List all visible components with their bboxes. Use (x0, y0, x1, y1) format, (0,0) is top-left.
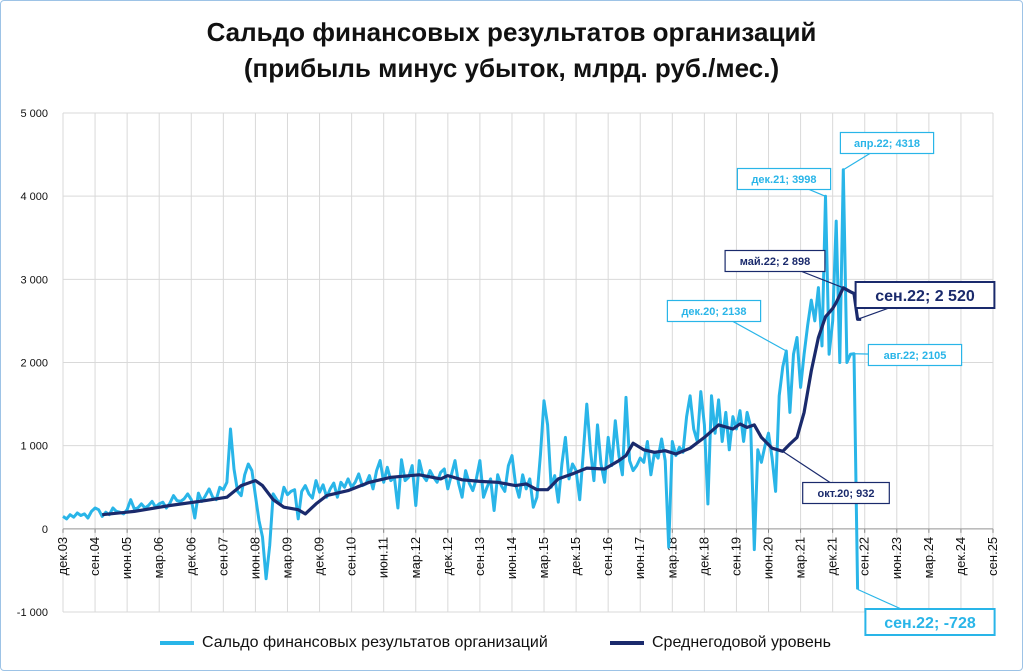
y-tick-label: 2 000 (20, 358, 48, 370)
y-tick-label: 4 000 (20, 191, 48, 203)
x-tick-label: июн.05 (119, 537, 134, 579)
gridlines (62, 112, 994, 613)
annotation-label: окт.20; 932 (817, 488, 874, 500)
x-tick-label: июн.23 (889, 537, 904, 579)
x-tick-label: июн.08 (247, 537, 262, 579)
y-tick-label: 0 (42, 524, 48, 536)
annotation-box (802, 481, 890, 505)
average-series-line (102, 286, 862, 517)
x-tick-label: дек.09 (312, 537, 327, 576)
legend-label-saldo: Сальдо финансовых результатов организаци… (202, 634, 548, 651)
x-tick-label: мар.06 (151, 537, 166, 578)
x-tick-label: сен.19 (728, 537, 743, 576)
annotation-label: сен.22; -728 (884, 615, 976, 632)
annotation-box (736, 167, 832, 191)
x-tick-label: дек.12 (440, 537, 455, 576)
x-tick-label: мар.18 (664, 537, 679, 578)
x-tick-label: сен.22 (857, 537, 872, 576)
annotation-box (867, 343, 963, 367)
annotation-box (854, 281, 996, 309)
annotation-label: авг.22; 2105 (884, 350, 947, 362)
annotation-label: сен.22; 2 520 (875, 288, 975, 305)
x-tick-label: сен.04 (87, 537, 102, 576)
annotation-box (864, 608, 996, 636)
annotation-box (839, 131, 935, 155)
annotations: дек.20; 2138 дек.21; 3998 апр.22; 4318 авг.… (666, 131, 996, 636)
legend-item-average: Среднегодовой уровень (610, 634, 831, 652)
chart-subtitle: (прибыль минус убыток, млрд. руб./мес.) (243, 53, 780, 83)
x-tick-label: июн.11 (376, 537, 391, 578)
chart-title-line1: Сальдо финансовых результатов организаци… (206, 17, 817, 47)
saldo-series-line (62, 168, 860, 590)
y-tick-label: 1 000 (20, 441, 48, 453)
x-tick-label: сен.07 (215, 537, 230, 576)
annotation-box (724, 249, 826, 273)
y-tick-label: -1 000 (17, 607, 48, 619)
x-tick-label: мар.21 (793, 537, 808, 578)
legend-swatch-average (610, 641, 644, 645)
x-tick-label: мар.09 (279, 537, 294, 578)
x-tick-label: сен.10 (344, 537, 359, 576)
x-tick-label: мар.15 (536, 537, 551, 578)
x-tick-label: дек.15 (568, 537, 583, 576)
axes: -1 000 0 1 000 2 000 3 000 4 000 5 000 дек.03 се… (17, 108, 1000, 619)
annotation-label: дек.20; 2138 (681, 306, 746, 318)
x-tick-label: июн.17 (632, 537, 647, 579)
x-tick-label: сен.25 (985, 537, 1000, 576)
legend-item-saldo: Сальдо финансовых результатов организаци… (160, 634, 548, 652)
chart-title: Сальдо финансовых результатов организаци… (0, 14, 1023, 86)
x-tick-label: июн.14 (504, 537, 519, 579)
legend: Сальдо финансовых результатов организаци… (0, 634, 1023, 660)
annotation-box (666, 299, 762, 323)
x-tick-label: дек.03 (55, 537, 70, 576)
legend-label-average: Среднегодовой уровень (652, 634, 831, 651)
y-tick-label: 5 000 (20, 108, 48, 120)
x-tick-label: дек.24 (953, 537, 968, 576)
x-tick-label: июн.20 (761, 537, 776, 579)
x-tick-label: дек.21 (825, 537, 840, 576)
y-tick-label: 3 000 (20, 274, 48, 286)
x-tick-label: мар.12 (408, 537, 423, 578)
x-tick-label: сен.16 (600, 537, 615, 576)
x-tick-label: мар.24 (921, 537, 936, 578)
annotation-label: апр.22; 4318 (854, 138, 920, 150)
annotation-label: май.22; 2 898 (740, 256, 810, 268)
series-lines (62, 168, 862, 590)
legend-swatch-saldo (160, 641, 194, 645)
annotation-label: дек.21; 3998 (751, 174, 816, 186)
x-tick-label: сен.13 (472, 537, 487, 576)
x-tick-label: дек.18 (696, 537, 711, 576)
x-tick-label: дек.06 (183, 537, 198, 576)
